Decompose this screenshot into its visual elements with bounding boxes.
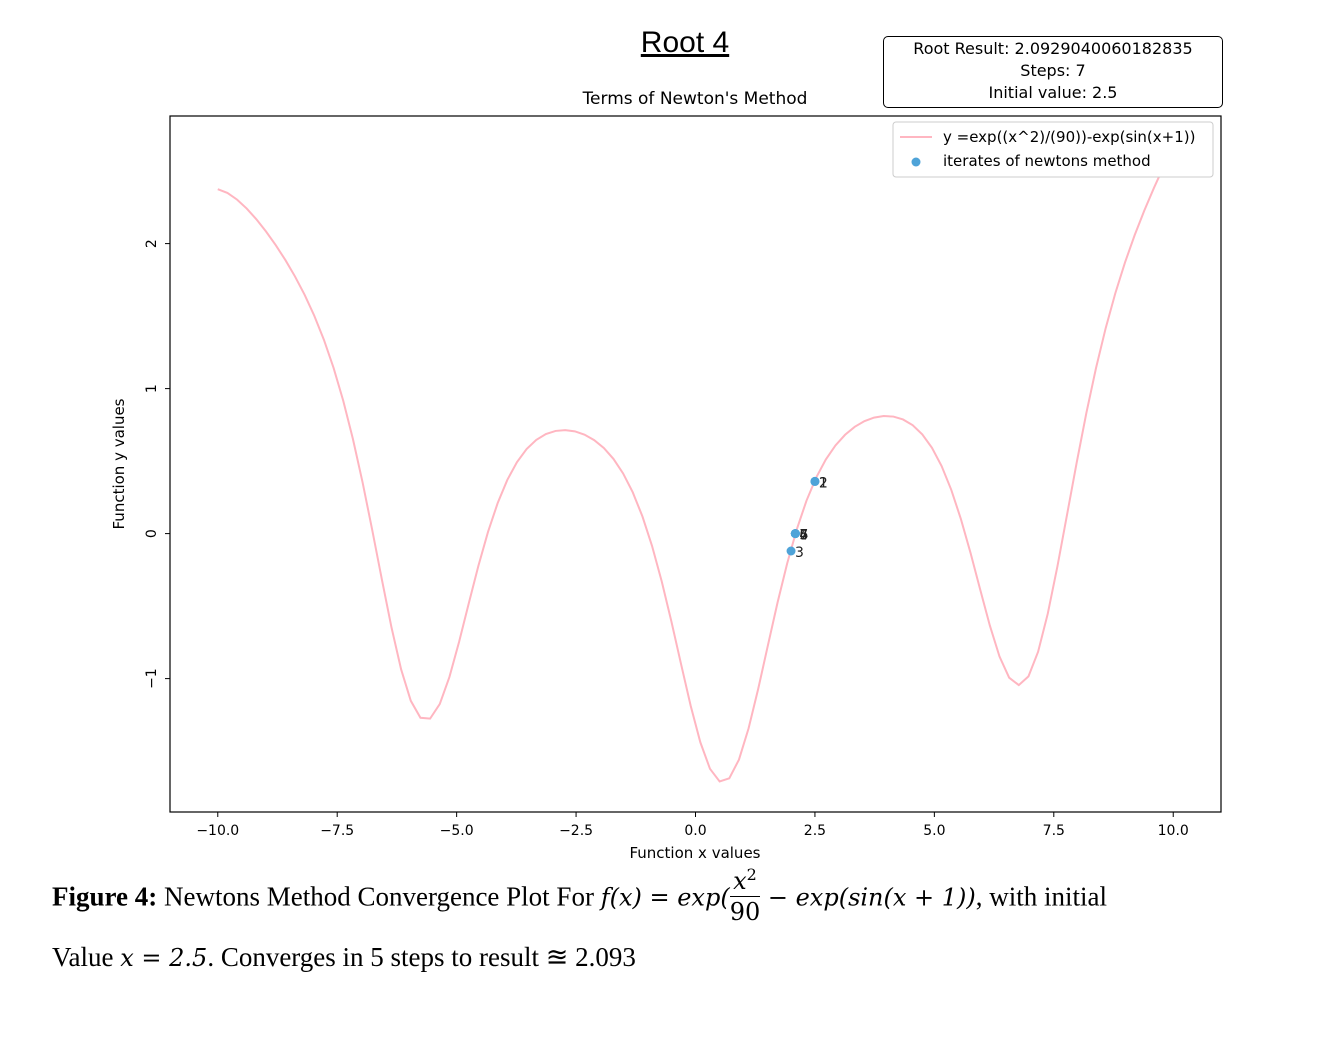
- caption-fraction: x2 90: [729, 860, 761, 927]
- iterate-point: [790, 529, 800, 539]
- y-axis-label: Function y values: [110, 398, 128, 529]
- x-tick-label: −10.0: [196, 823, 239, 839]
- caption-line2-after: . Converges in 5 steps to result ≊ 2.093: [207, 942, 636, 972]
- y-tick-label: −1: [144, 668, 160, 689]
- function-curve: [217, 146, 1175, 783]
- iterate-label: 5: [799, 528, 808, 544]
- caption-frac-denominator: 90: [729, 898, 761, 926]
- x-tick-label: 2.5: [804, 823, 826, 839]
- legend-frame: [892, 121, 1214, 178]
- figure-caption: Figure 4: Newtons Method Convergence Plo…: [52, 865, 1292, 986]
- iterate-label: 3: [795, 545, 804, 561]
- x-axis-label: Function x values: [629, 844, 760, 860]
- caption-frac-numerator: x2: [729, 860, 761, 897]
- x-tick-label: −5.0: [440, 823, 474, 839]
- x-tick-label: −2.5: [559, 823, 593, 839]
- caption-line-2: Value x = 2.5. Converges in 5 steps to r…: [52, 929, 1292, 986]
- iterate-point: [810, 476, 820, 486]
- iterate-label: 4: [799, 528, 808, 544]
- x-tick-label: 7.5: [1043, 823, 1065, 839]
- legend-point-swatch: [911, 157, 921, 167]
- caption-line-1: Figure 4: Newtons Method Convergence Plo…: [52, 865, 1292, 933]
- caption-text-after: , with initial: [975, 881, 1108, 912]
- caption-text-before: Newtons Method Convergence Plot For: [157, 881, 601, 912]
- caption-line2-before: Value: [52, 942, 121, 972]
- iterate-label: 1: [819, 475, 828, 491]
- iterate-label: 7: [799, 528, 808, 544]
- caption-formula-right: − exp(sin(x + 1)): [760, 883, 976, 912]
- iterate-label: 2: [819, 475, 828, 491]
- plot-area-frame: [169, 115, 1222, 813]
- caption-formula-left: f(x) = exp(: [600, 883, 730, 912]
- y-tick-label: 0: [144, 529, 160, 538]
- x-tick-label: 0.0: [684, 823, 706, 839]
- root-result-line: Root Result: 2.0929040060182835: [913, 39, 1193, 58]
- caption-lead: Figure 4:: [52, 881, 158, 912]
- root-result-box: Root Result: 2.0929040060182835 Steps: 7…: [883, 36, 1223, 108]
- y-tick-label: 1: [144, 384, 160, 393]
- iterate-label: 6: [799, 528, 808, 544]
- x-tick-label: 10.0: [1158, 823, 1189, 839]
- legend: y =exp((x^2)/(90))-exp(sin(x+1)) iterate…: [892, 121, 1214, 178]
- caption-line2-formula: x = 2.5: [120, 944, 208, 972]
- legend-label-function: y =exp((x^2)/(90))-exp(sin(x+1)): [943, 128, 1195, 146]
- iterate-point: [786, 546, 796, 556]
- x-tick-label: −7.5: [320, 823, 354, 839]
- caption-frac-exponent: 2: [746, 865, 757, 884]
- initial-value-line: Initial value: 2.5: [988, 83, 1118, 102]
- chart-title: Terms of Newton's Method: [582, 89, 808, 109]
- caption-frac-num-var: x: [733, 867, 747, 895]
- y-tick-label: 2: [144, 239, 160, 248]
- legend-label-iterates: iterates of newtons method: [943, 152, 1151, 170]
- figure-main-title: Root 4: [640, 26, 730, 59]
- steps-line: Steps: 7: [1020, 61, 1086, 80]
- x-tick-label: 5.0: [923, 823, 945, 839]
